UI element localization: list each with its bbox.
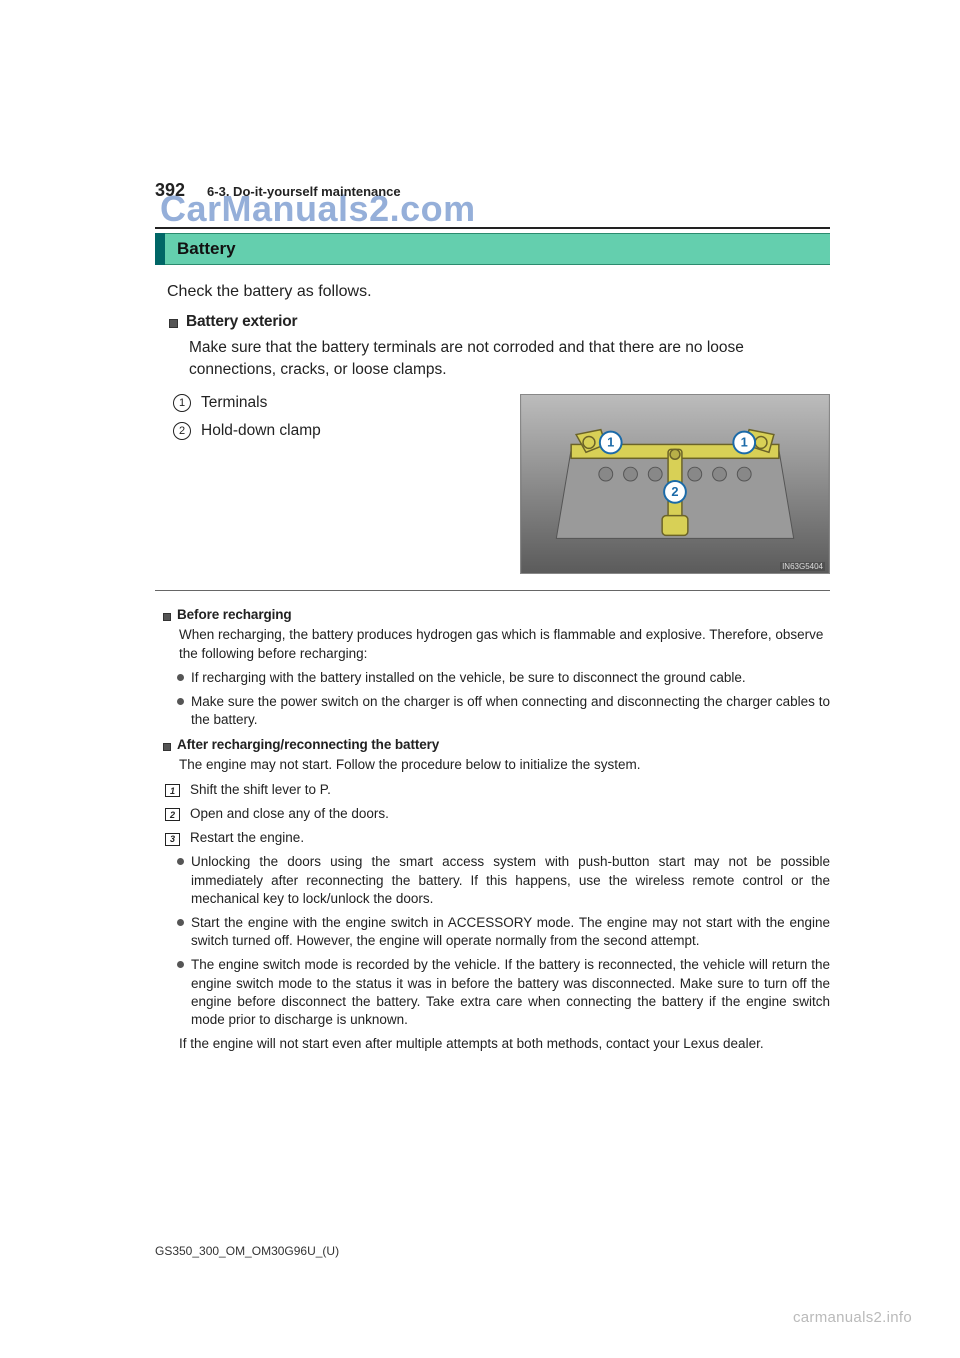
diagram-row: 1 Terminals 2 Hold-down clamp xyxy=(173,394,830,574)
before-desc: When recharging, the battery produces hy… xyxy=(179,626,830,662)
subheading-before: Before recharging xyxy=(163,607,830,622)
bullet-item: The engine switch mode is recorded by th… xyxy=(177,956,830,1029)
subheading-after: After recharging/reconnecting the batter… xyxy=(163,737,830,752)
subheading-text: After recharging/reconnecting the batter… xyxy=(177,737,439,752)
title-body: Battery xyxy=(165,233,830,265)
page-header: 392 6-3. Do-it-yourself maintenance xyxy=(155,180,830,201)
image-code: IN63G5404 xyxy=(780,562,825,571)
circle-number-icon: 2 xyxy=(173,422,191,440)
square-bullet-icon xyxy=(163,743,171,751)
bullet-item: If recharging with the battery installed… xyxy=(177,669,830,687)
step-number-icon: 1 xyxy=(165,784,180,797)
step-item: 1 Shift the shift lever to P. xyxy=(165,781,830,799)
step-item: 3 Restart the engine. xyxy=(165,829,830,847)
manual-page: CarManuals2.com 392 6-3. Do-it-yourself … xyxy=(0,0,960,1358)
battery-diagram: 1 1 2 IN63G5404 xyxy=(520,394,830,574)
bullet-item: Make sure the power switch on the charge… xyxy=(177,693,830,729)
title-accent xyxy=(155,233,165,265)
bullet-icon xyxy=(177,961,184,968)
bullet-text: The engine switch mode is recorded by th… xyxy=(191,956,830,1029)
step-text: Shift the shift lever to P. xyxy=(190,781,331,799)
content-divider xyxy=(155,590,830,591)
bullet-icon xyxy=(177,674,184,681)
bullet-text: Make sure the power switch on the charge… xyxy=(191,693,830,729)
bullet-item: Start the engine with the engine switch … xyxy=(177,914,830,950)
subheading-text: Before recharging xyxy=(177,607,292,622)
notes-section: Before recharging When recharging, the b… xyxy=(157,607,830,1053)
subheading-text: Battery exterior xyxy=(186,313,297,331)
after-desc: The engine may not start. Follow the pro… xyxy=(179,756,830,774)
exterior-desc: Make sure that the battery terminals are… xyxy=(189,337,830,380)
step-number-icon: 2 xyxy=(165,808,180,821)
bullet-text: If recharging with the battery installed… xyxy=(191,669,746,687)
section-path: 6-3. Do-it-yourself maintenance xyxy=(207,184,401,199)
diagram-callout-1b: 1 xyxy=(741,435,748,450)
square-bullet-icon xyxy=(163,613,171,621)
battery-svg: 1 1 2 xyxy=(521,395,829,573)
diagram-callout-1a: 1 xyxy=(607,435,614,450)
circle-number-icon: 1 xyxy=(173,394,191,412)
doc-footer: GS350_300_OM_OM30G96U_(U) xyxy=(155,1244,339,1258)
closing-text: If the engine will not start even after … xyxy=(179,1035,830,1053)
intro-text: Check the battery as follows. xyxy=(167,283,830,301)
callout-label: Hold-down clamp xyxy=(201,422,321,440)
callout-item-2: 2 Hold-down clamp xyxy=(173,422,496,440)
bullet-icon xyxy=(177,698,184,705)
step-item: 2 Open and close any of the doors. xyxy=(165,805,830,823)
step-number-icon: 3 xyxy=(165,833,180,846)
square-bullet-icon xyxy=(169,319,178,328)
step-text: Open and close any of the doors. xyxy=(190,805,389,823)
callout-item-1: 1 Terminals xyxy=(173,394,496,412)
diagram-callout-2: 2 xyxy=(671,484,678,499)
section-title: Battery xyxy=(177,239,236,258)
bullet-text: Unlocking the doors using the smart acce… xyxy=(191,853,830,908)
bullet-icon xyxy=(177,919,184,926)
callout-list: 1 Terminals 2 Hold-down clamp xyxy=(173,394,496,574)
callout-label: Terminals xyxy=(201,394,267,412)
section-title-bar: Battery xyxy=(155,233,830,265)
bullet-item: Unlocking the doors using the smart acce… xyxy=(177,853,830,908)
step-text: Restart the engine. xyxy=(190,829,304,847)
subheading-exterior: Battery exterior xyxy=(169,313,830,331)
bullet-icon xyxy=(177,858,184,865)
page-number: 392 xyxy=(155,180,185,201)
bullet-text: Start the engine with the engine switch … xyxy=(191,914,830,950)
watermark-bottom: carmanuals2.info xyxy=(793,1309,912,1326)
